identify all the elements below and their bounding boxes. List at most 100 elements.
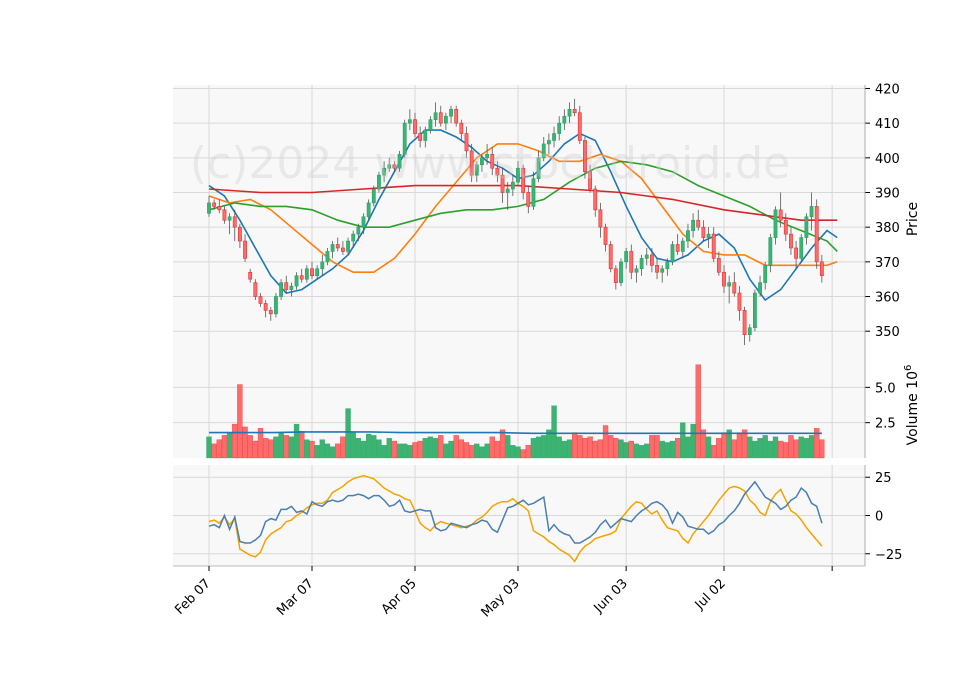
candle-body [644, 254, 649, 259]
candle-body [588, 171, 593, 190]
volume-bar [391, 440, 398, 459]
volume-bar [675, 438, 681, 459]
volume-bar [592, 440, 598, 459]
candle-body [768, 237, 773, 266]
volume-bar [381, 445, 387, 459]
x-tick-label: Jun 03 [591, 576, 631, 616]
candle-body [727, 282, 732, 287]
candle-body [619, 261, 623, 283]
volume-bar [226, 432, 233, 459]
volume-bar [664, 442, 670, 459]
volume-bar [711, 445, 717, 459]
volume-bar [752, 440, 758, 459]
candle-body [387, 164, 392, 169]
candle-body [356, 226, 361, 235]
candle-body [284, 282, 289, 290]
candle-body [608, 244, 613, 270]
candle-body [665, 261, 670, 270]
x-tick-label: Apr 05 [379, 576, 420, 617]
candle-body [763, 265, 768, 283]
candle-body [546, 140, 551, 145]
candle-body [510, 181, 515, 190]
volume-bar [819, 439, 825, 459]
volume-bar [283, 435, 289, 459]
volume-axis-label: Volume 106 [903, 365, 921, 446]
candle-body [572, 108, 577, 114]
price-tick-label: 410 [875, 117, 900, 132]
candle-body [583, 140, 587, 172]
candle-body [789, 233, 793, 249]
volume-bar [376, 439, 382, 459]
candle-body [274, 296, 278, 315]
candle-body [366, 202, 371, 218]
candle-body [495, 167, 500, 176]
volume-bar [736, 432, 743, 459]
candle-body [814, 206, 819, 263]
volume-bar [623, 442, 629, 459]
candle-body [819, 261, 824, 277]
candle-body [243, 240, 247, 259]
volume-bar [396, 443, 403, 459]
candle-body [217, 206, 222, 211]
candle-body [593, 188, 598, 211]
volume-panel: 2.5 5.0 [173, 352, 896, 459]
volume-bar [628, 440, 634, 459]
candle-body [392, 164, 397, 169]
candle-body [438, 112, 443, 124]
volume-bar [798, 436, 804, 459]
candle-body [361, 216, 366, 228]
candle-body [675, 244, 680, 252]
candle-body [526, 192, 531, 207]
candle-body [330, 244, 335, 252]
price-axis-label: Price [905, 202, 921, 236]
volume-bar [345, 408, 351, 459]
candle-body [639, 258, 644, 270]
moving-average-line [208, 143, 838, 273]
candle-body [783, 219, 788, 235]
volume-bar [448, 440, 454, 459]
candle-body [706, 233, 711, 238]
candle-body [716, 258, 721, 273]
volume-bar [613, 438, 619, 459]
volume-bar [489, 436, 495, 459]
volume-bar [232, 423, 238, 459]
volume-bar [360, 440, 367, 459]
watermark: (c)2024 www.stockdroid.de [190, 138, 790, 189]
candle-body [304, 268, 309, 280]
candle-body [212, 202, 217, 207]
volume-bar [299, 430, 305, 459]
candle-body [799, 237, 804, 259]
price-panel-background [173, 85, 865, 352]
macd-line [208, 480, 823, 544]
indicator-panel: −25 0 25 [173, 465, 902, 566]
price-panel: 350 360 370 380 390 400 410 420 [173, 82, 900, 352]
candle-body [737, 292, 742, 311]
candle-body [335, 244, 340, 249]
volume-bar [505, 435, 511, 459]
volume-bar [597, 439, 604, 459]
volume-bar [340, 436, 346, 459]
price-tick-label: 400 [875, 152, 900, 167]
candle-body [567, 108, 572, 117]
volume-bar [757, 438, 763, 459]
volume-bar [803, 438, 810, 459]
volume-bar [541, 435, 547, 459]
candle-body [377, 174, 381, 190]
candle-body [227, 216, 232, 221]
volume-tick-label: 2.5 [875, 417, 896, 432]
volume-bar [618, 439, 624, 459]
price-tick-label: 420 [875, 82, 900, 97]
volume-tick-label: 5.0 [875, 381, 896, 396]
volume-bar [309, 440, 315, 459]
volume-bar [304, 439, 310, 459]
volume-bar [252, 440, 259, 459]
volume-bar [515, 446, 521, 459]
price-tick-label: 350 [875, 325, 900, 340]
candle-body [711, 233, 716, 259]
candle-body [557, 122, 562, 134]
volume-bar [649, 435, 655, 459]
volume-axis-label-text: Volume 10 [905, 371, 921, 445]
volume-bar [329, 446, 336, 459]
candle-body [310, 268, 314, 277]
volume-bar [386, 438, 392, 459]
